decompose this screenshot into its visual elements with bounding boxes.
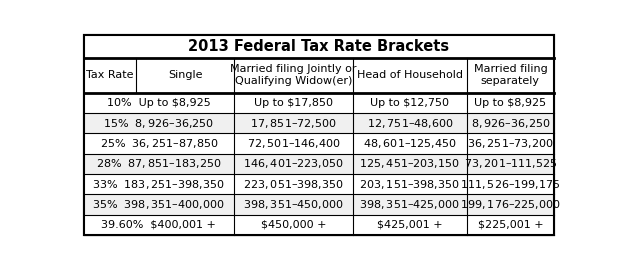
Text: $225,001 +: $225,001 +	[478, 220, 543, 230]
Text: Head of Household: Head of Household	[357, 70, 463, 80]
Text: $199,176 – $225,000: $199,176 – $225,000	[460, 198, 561, 211]
Text: 10%  Up to $8,925: 10% Up to $8,925	[107, 98, 211, 108]
Text: $111,526 – $199,175: $111,526 – $199,175	[460, 178, 561, 191]
Text: 25%  $36,251 – $87,850: 25% $36,251 – $87,850	[100, 137, 218, 150]
Text: Up to $17,850: Up to $17,850	[254, 98, 333, 108]
Text: $203,151 – $398,350: $203,151 – $398,350	[360, 178, 460, 191]
Text: Married filing Jointly or
Qualifying Widow(er): Married filing Jointly or Qualifying Wid…	[230, 64, 357, 86]
Text: Single: Single	[168, 70, 203, 80]
Text: 28%  $87,851–$183,250: 28% $87,851–$183,250	[96, 158, 221, 170]
Text: $73,201 – $111,525: $73,201 – $111,525	[463, 158, 557, 170]
Text: 2013 Federal Tax Rate Brackets: 2013 Federal Tax Rate Brackets	[188, 38, 449, 54]
Text: Up to $12,750: Up to $12,750	[371, 98, 450, 108]
Text: $425,001 +: $425,001 +	[377, 220, 443, 230]
Bar	[83, 154, 554, 174]
Text: 15%  $8,926 – $36,250: 15% $8,926 – $36,250	[103, 117, 215, 130]
Text: 33%  $183,251 – $398,350: 33% $183,251 – $398,350	[93, 178, 225, 191]
Text: 35%  $398,351 – $400,000: 35% $398,351 – $400,000	[93, 198, 225, 211]
Text: Married filing
separately: Married filing separately	[473, 64, 547, 86]
Text: $17,851 – $72,500: $17,851 – $72,500	[250, 117, 337, 130]
Text: 39.60%  $400,001 +: 39.60% $400,001 +	[101, 220, 216, 230]
Text: Up to $8,925: Up to $8,925	[475, 98, 547, 108]
Text: $72,501 – $146,400: $72,501 – $146,400	[247, 137, 341, 150]
Bar	[83, 194, 554, 215]
Text: $12,751 – $48,600: $12,751 – $48,600	[366, 117, 453, 130]
Text: $8,926 – $36,250: $8,926 – $36,250	[471, 117, 550, 130]
Text: $398,351 – $450,000: $398,351 – $450,000	[243, 198, 344, 211]
Bar	[83, 174, 554, 194]
Bar	[83, 215, 554, 235]
Text: $36,251 – $73,200: $36,251 – $73,200	[467, 137, 554, 150]
Text: $223,051 – $398,350: $223,051 – $398,350	[243, 178, 344, 191]
Bar	[83, 134, 554, 154]
Text: $398,351 – $425,000: $398,351 – $425,000	[360, 198, 460, 211]
Bar	[83, 58, 554, 93]
Bar	[83, 113, 554, 134]
Text: $48,601 – $125,450: $48,601 – $125,450	[363, 137, 457, 150]
Text: $125,451 – $203,150: $125,451 – $203,150	[360, 158, 460, 170]
Text: $146,401 – $223,050: $146,401 – $223,050	[243, 158, 344, 170]
Text: $450,000 +: $450,000 +	[261, 220, 327, 230]
Bar	[83, 34, 554, 58]
Bar	[83, 93, 554, 113]
Text: Tax Rate: Tax Rate	[86, 70, 134, 80]
